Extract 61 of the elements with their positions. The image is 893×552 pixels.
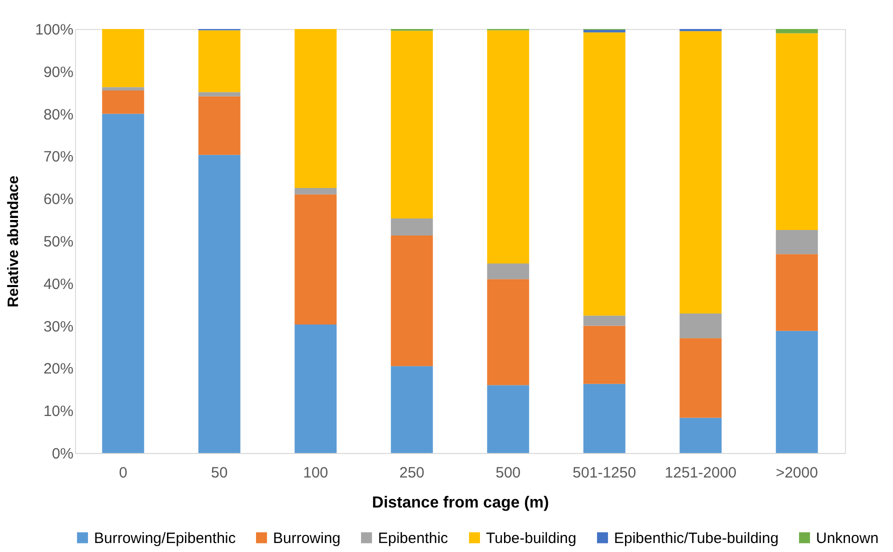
- bar: [680, 338, 722, 418]
- bar: [680, 314, 722, 338]
- bar: [102, 87, 144, 90]
- bar: [390, 366, 433, 453]
- bar: [294, 188, 337, 194]
- x-tick-label: 0: [118, 464, 128, 482]
- bar: [487, 263, 530, 280]
- bar: [198, 154, 240, 453]
- bar: [776, 330, 818, 453]
- bar: [390, 218, 433, 236]
- bar: [583, 32, 626, 316]
- y-tick-label: 40%: [43, 276, 74, 293]
- x-tick-label: 501-1250: [572, 464, 636, 482]
- y-axis-title: Relative abundace: [5, 176, 22, 308]
- bar: [294, 194, 337, 325]
- x-tick-label: 1251-2000: [664, 464, 736, 482]
- bar: [198, 30, 240, 92]
- bar: [583, 326, 626, 384]
- x-tick-label: 50: [211, 464, 228, 482]
- bar: [776, 29, 818, 34]
- bar: [390, 235, 433, 366]
- y-tick-label: 90%: [43, 64, 74, 81]
- bar: [583, 30, 626, 32]
- y-tick-label: 60%: [43, 191, 74, 208]
- legend-label: Epibenthic: [378, 530, 449, 547]
- bar: [487, 385, 530, 453]
- y-tick-label: 30%: [43, 318, 74, 336]
- y-tick-label: 10%: [43, 403, 74, 420]
- x-tick-label: >2000: [776, 464, 818, 482]
- legend-label: Epibenthic/Tube-building: [614, 530, 779, 547]
- bar: [487, 30, 530, 264]
- bar: [198, 96, 240, 155]
- legend-label: Burrowing: [273, 530, 341, 547]
- legend-label: Burrowing/Epibenthic: [94, 530, 236, 547]
- bar: [680, 418, 722, 453]
- bar: [102, 114, 144, 453]
- y-tick-label: 20%: [43, 360, 74, 378]
- bar: [294, 29, 337, 188]
- bar: [776, 33, 818, 230]
- bar: [390, 30, 433, 219]
- y-tick-label: 80%: [43, 106, 74, 124]
- y-tick-label: 70%: [43, 148, 74, 166]
- legend-label: Unknown: [816, 530, 879, 547]
- y-tick-label: 50%: [43, 234, 74, 250]
- x-tick-label: 500: [496, 464, 521, 482]
- x-tick-label: 250: [399, 464, 424, 482]
- bar: [102, 29, 144, 88]
- bar: [487, 279, 530, 386]
- legend-label: Tube-building: [486, 530, 576, 547]
- bar: [102, 90, 144, 114]
- bar: [294, 324, 337, 453]
- x-axis-title: Distance from cage (m): [372, 494, 549, 512]
- x-tick-label: 100: [303, 464, 328, 482]
- bar: [198, 92, 240, 96]
- bar: [776, 254, 818, 331]
- y-tick-label: 100%: [35, 22, 74, 38]
- bar: [680, 31, 722, 314]
- bar: [583, 384, 626, 453]
- bar: [583, 316, 626, 326]
- bar: [776, 230, 818, 254]
- y-tick-label: 0%: [52, 446, 74, 462]
